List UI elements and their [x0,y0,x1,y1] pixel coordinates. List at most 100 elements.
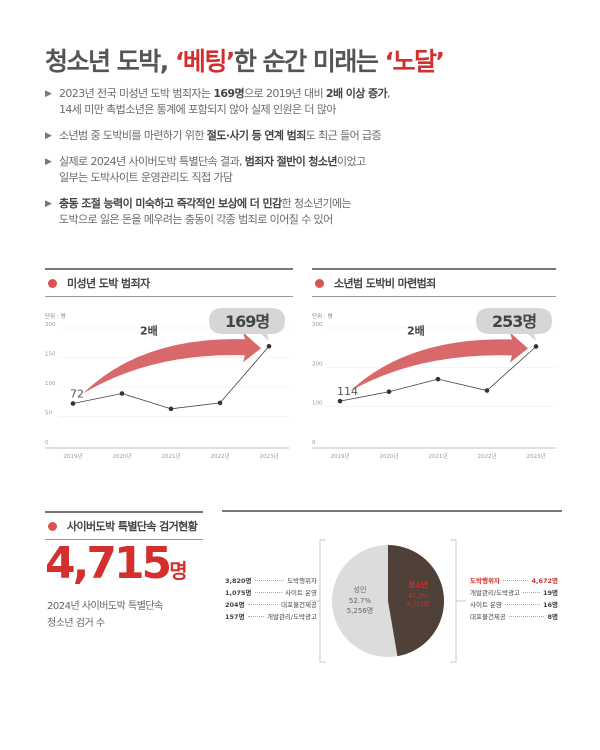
count: 204명 [225,601,245,609]
title-highlight-betting: ‘베팅’ [174,47,236,76]
y-tick-label: 200 [312,361,323,367]
chart1-title: 미성년 도박 범죄자 [67,277,150,290]
triangle-bullet-icon: ▶ [45,199,52,209]
chart-minor-gambling-offenders: 단위 : 명 0 50 100 150 200 2019년 2020년 2021년 2022년 20… [45,308,293,462]
count: 3,820명 [225,577,252,585]
leader-dots [502,579,529,581]
chart2-header: 소년범 도박비 마련범죄 [312,268,556,297]
category: 대포물건제공 [470,613,506,621]
growth-arrow-icon [83,332,261,394]
y-tick-label: 100 [45,381,56,387]
unit-label: 단위 : 명 [45,312,66,320]
triangle-bullet-icon: ▶ [45,89,52,99]
leader-dots [247,603,279,605]
end-value-label: 169명 [225,312,269,331]
adult-breakdown-row: 157명 개발관리/도박광고 [225,610,317,622]
chart-juvenile-gambling-funding-crimes: 단위 : 명 0 100 200 300 2019년 2020년 2021년 2022년 2023… [312,308,560,462]
count: 19명 [542,589,558,597]
growth-arrow-icon [350,332,528,392]
stats-title: 사이버도박 특별단속 검거현황 [67,520,198,533]
bullet-text: 한 청소년기에는 [281,197,352,210]
pie-chart-adult-vs-youth: 성인 52.7% 5,256명 청소년 47.3% 4,715명 [310,536,466,670]
bullet-text: , [387,87,390,100]
adult-breakdown-list: 3,820명 도박행위자 1,075명 사이트 운영 204명 대포물건제공 157명 개발관… [225,574,317,622]
chart2-title: 소년범 도박비 마련범죄 [334,277,436,290]
x-tick-label: 2021년 [428,452,447,460]
caption-line2: 청소년 검거 수 [47,618,105,629]
pie-adult-label: 성인 [354,585,367,594]
title-highlight-nodal: ‘노달’ [384,47,446,76]
y-tick-label: 100 [312,401,323,407]
x-tick-label: 2022년 [210,452,229,460]
multiplier-label: 2배 [407,323,425,337]
y-tick-label: 0 [45,440,49,446]
x-tick-label: 2019년 [63,452,82,460]
y-tick-label: 200 [45,322,56,328]
red-dot-icon [48,521,57,531]
big-number-value: 4,715 [45,538,172,589]
youth-breakdown-row: 대포물건제공 8명 [470,610,558,622]
category: 사이트 운영 [470,601,502,609]
youth-breakdown-row: 도박행위자 4,672명 [470,574,558,586]
bullet-emphasis: 충동 조절 능력이 미숙하고 즉각적인 보상에 더 민감 [59,197,282,210]
bullet-emphasis: 범죄자 절반이 청소년 [244,155,338,168]
bullet-item: ▶ 2023년 전국 미성년 도박 범죄자는 169명으로 2019년 대비 2배… [45,86,565,118]
category: 개발관리/도박광고 [266,613,317,621]
category: 도박행위자 [470,577,500,585]
bullet-item: ▶ 소년범 중 도박비를 마련하기 위한 절도·사기 등 연계 범죄도 최근 들어… [45,128,565,144]
count: 16명 [542,601,558,609]
x-tick-label: 2021년 [161,452,180,460]
bullet-emphasis: 169명 [213,87,245,100]
data-point [435,376,441,382]
title-part1: 청소년 도박, [45,47,175,76]
summary-bullets: ▶ 2023년 전국 미성년 도박 범죄자는 169명으로 2019년 대비 2배… [45,86,565,238]
x-tick-label: 2019년 [330,452,349,460]
bullet-text: 도 최근 들어 급증 [305,129,382,142]
section-divider [222,510,562,512]
count: 8명 [547,613,558,621]
start-value-label: 114 [337,385,358,398]
unit-label: 단위 : 명 [312,312,333,320]
bullet-emphasis: 2배 이상 증가 [325,87,388,100]
triangle-bullet-icon: ▶ [45,131,52,141]
caption-line1: 2024년 사이버도박 특별단속 [47,601,163,612]
leader-dots [508,615,545,617]
youth-breakdown-row: 개발관리/도박광고 19명 [470,586,558,598]
y-tick-label: 50 [45,411,52,417]
category: 개발관리/도박광고 [470,589,521,597]
leader-dots [254,591,283,593]
category: 사이트 운영 [285,589,317,597]
x-tick-label: 2022년 [477,452,496,460]
triangle-bullet-icon: ▶ [45,157,52,167]
bullet-text-line2: 14세 미만 촉법소년은 통계에 포함되지 않아 실제 인원은 더 많아 [59,103,336,116]
bracket-left [319,539,326,663]
end-value-label: 253명 [492,312,536,331]
bullet-text: 으로 2019년 대비 [244,87,326,100]
leader-dots [523,591,540,593]
speech-bubble [209,308,285,341]
data-point [217,400,223,406]
bullet-item: ▶ 실제로 2024년 사이버도박 특별단속 결과, 범죄자 절반이 청소년이었고… [45,154,565,186]
data-point [533,344,539,349]
x-tick-label: 2020년 [112,452,131,460]
pie-youth-percent: 47.3% [408,593,427,600]
leader-dots [504,603,540,605]
youth-breakdown-row: 사이트 운영 16명 [470,598,558,610]
youth-arrest-caption: 2024년 사이버도박 특별단속 청소년 검거 수 [47,598,163,632]
count: 1,075명 [225,589,252,597]
chart1-header: 미성년 도박 범죄자 [45,268,293,297]
y-tick-label: 300 [312,322,323,328]
start-value-label: 72 [70,388,84,401]
pie-youth-count: 4,715명 [407,600,430,608]
leader-dots [254,579,285,581]
data-point [386,389,392,395]
bracket-right [450,539,457,663]
bullet-text-line2: 일부는 도박사이트 운영관리도 직접 가담 [59,171,233,184]
y-tick-label: 150 [45,352,56,358]
red-dot-icon [315,278,324,288]
bullet-text-line2: 도박으로 잃은 돈을 메우려는 충동이 각종 범죄로 이어질 수 있어 [59,213,333,226]
count: 157명 [225,613,245,621]
x-tick-label: 2023년 [526,452,545,460]
pie-slice-youth [388,545,445,657]
